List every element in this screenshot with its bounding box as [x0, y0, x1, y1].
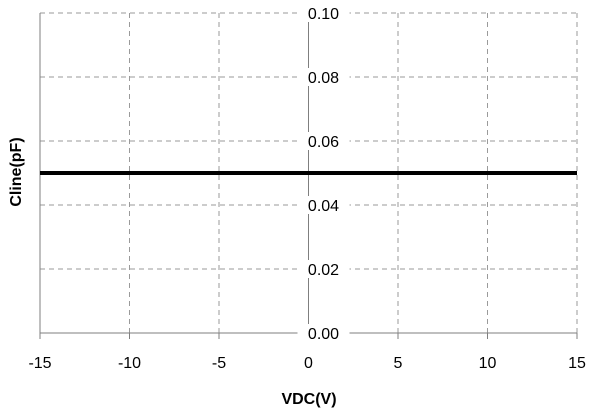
y-tick-label-bg-3: [297, 132, 350, 150]
y-tick-label-2: 0.04: [308, 198, 339, 215]
y-tick-label-bg-5: [297, 4, 350, 22]
y-tick-label-bg-1: [297, 260, 350, 278]
y-tick-label-bg-4: [297, 68, 350, 86]
y-tick-label-3: 0.06: [308, 134, 339, 151]
y-tick-label-4: 0.08: [308, 70, 339, 87]
x-axis-title: VDC(V): [281, 391, 336, 408]
y-tick-label-0: 0.00: [308, 326, 339, 343]
y-tick-label-1: 0.02: [308, 262, 339, 279]
x-tick-labels: -15 -10 -5 0 5 10 15: [28, 355, 586, 372]
y-tick-label-bg-0: [297, 324, 350, 342]
y-tick-label-5: 0.10: [308, 6, 339, 23]
x-tick-label-3: 0: [304, 355, 313, 372]
x-tick-label-1: -10: [118, 355, 141, 372]
x-tick-label-6: 15: [568, 355, 586, 372]
y-tick-labels: 0.00 0.02 0.04 0.06 0.08 0.10: [297, 4, 350, 343]
x-tick-label-0: -15: [28, 355, 51, 372]
x-tick-label-5: 10: [479, 355, 497, 372]
x-tick-label-2: -5: [212, 355, 226, 372]
y-tick-label-bg-2: [297, 196, 350, 214]
x-tick-label-4: 5: [394, 355, 403, 372]
y-axis-title: Cline(pF): [8, 137, 25, 206]
